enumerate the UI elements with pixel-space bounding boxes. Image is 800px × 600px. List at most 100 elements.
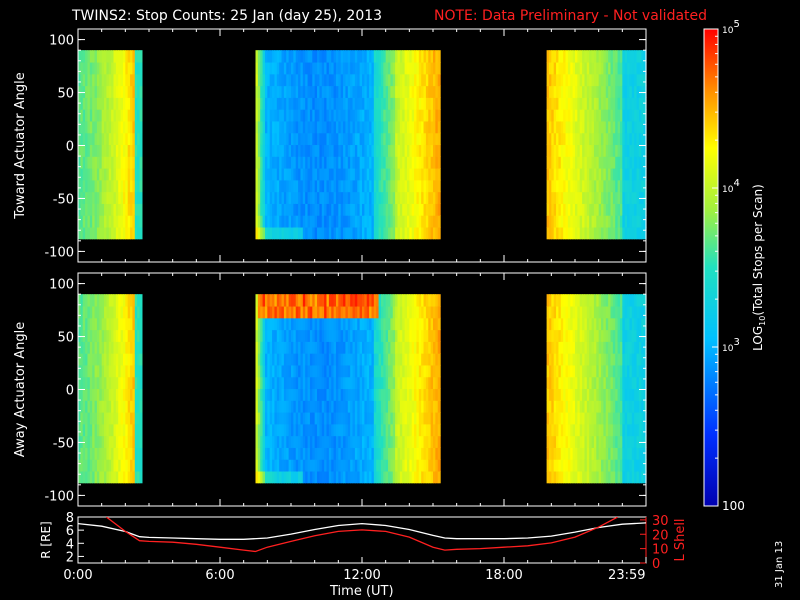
heatmap-cell (134, 85, 138, 98)
heatmap-cell (262, 341, 266, 354)
heatmap-cell (565, 305, 569, 319)
heatmap-cell (378, 329, 382, 342)
heatmap-cell (565, 73, 569, 87)
heatmap-cell (286, 329, 290, 342)
heatmap-cell (575, 132, 578, 146)
heatmap-cell (343, 435, 347, 448)
heatmap-cell (383, 168, 387, 181)
heatmap-cell (395, 73, 399, 87)
heatmap-cell (115, 120, 119, 134)
heatmap-cell (288, 364, 292, 378)
heatmap-cell (343, 423, 347, 437)
heatmap-cell (80, 132, 84, 146)
heatmap-cell (579, 305, 583, 319)
heatmap-cell (92, 120, 96, 134)
heatmap-cell (553, 120, 557, 134)
heatmap-cell (295, 168, 299, 181)
heatmap-cell (260, 435, 264, 448)
heatmap-cell (82, 353, 86, 366)
heatmap-cell (139, 447, 143, 460)
heatmap-cell (390, 388, 394, 401)
heatmap-cell (383, 156, 387, 169)
heatmap-cell (283, 305, 287, 319)
heatmap-cell (373, 329, 377, 342)
heatmap-cell (125, 156, 129, 169)
heatmap-cell (629, 168, 633, 181)
heatmap-cell (104, 400, 107, 413)
heatmap-cell (305, 400, 309, 413)
heatmap-cell (333, 447, 337, 460)
heatmap-cell (328, 305, 332, 319)
heatmap-cell (331, 435, 335, 448)
heatmap-cell (286, 305, 290, 319)
heatmap-cell (264, 144, 268, 157)
heatmap-cell (385, 412, 389, 425)
heatmap-cell (567, 97, 571, 110)
heatmap-cell (122, 294, 126, 307)
heatmap-cell (288, 85, 292, 98)
heatmap-cell (120, 226, 124, 240)
heatmap-cell (113, 388, 117, 401)
heatmap-cell (402, 50, 406, 63)
heatmap-cell (335, 364, 339, 378)
heatmap-cell (300, 203, 304, 216)
heatmap-cell (617, 97, 621, 110)
heatmap-cell (435, 423, 439, 437)
heatmap-cell (274, 144, 278, 157)
heatmap-cell (399, 215, 403, 228)
heatmap-cell (350, 435, 354, 448)
heatmap-cell (610, 400, 614, 413)
heatmap-cell (619, 376, 623, 390)
heatmap-cell (279, 97, 283, 110)
heatmap-cell (591, 97, 595, 110)
heatmap-cell (622, 364, 626, 378)
heatmap-cell (267, 447, 271, 460)
heatmap-cell (371, 459, 375, 472)
heatmap-cell (636, 179, 640, 193)
heatmap-cell (563, 132, 567, 146)
heatmap-cell (288, 144, 292, 157)
heatmap-cell (556, 353, 560, 366)
heatmap-cell (411, 215, 415, 228)
heatmap-cell (629, 305, 633, 319)
heatmap-cell (546, 226, 550, 240)
heatmap-cell (127, 50, 131, 63)
heatmap-cell (300, 400, 304, 413)
heatmap-cell (589, 73, 593, 87)
heatmap-cell (305, 305, 309, 319)
heatmap-cell (331, 364, 335, 378)
heatmap-cell (591, 423, 595, 437)
heatmap-cell (345, 317, 349, 331)
heatmap-cell (397, 423, 401, 437)
heatmap-cell (120, 388, 124, 401)
heatmap-cell (402, 459, 406, 472)
heatmap-cell (80, 412, 84, 425)
heatmap-cell (307, 120, 311, 134)
heatmap-cell (338, 50, 342, 63)
heatmap-cell (288, 191, 292, 204)
heatmap-cell (96, 132, 100, 146)
heatmap-cell (113, 400, 117, 413)
heatmap-cell (106, 85, 110, 98)
heatmap-cell (404, 85, 408, 98)
heatmap-cell (399, 412, 403, 425)
heatmap-cell (82, 412, 86, 425)
heatmap-cell (99, 376, 103, 390)
heatmap-cell (437, 120, 441, 134)
heatmap-cell (567, 203, 571, 216)
heatmap-cell (357, 191, 361, 204)
heatmap-cell (347, 353, 351, 366)
heatmap-cell (641, 353, 645, 366)
heatmap-cell (295, 179, 299, 193)
heatmap-cell (324, 120, 328, 134)
heatmap-cell (255, 341, 259, 354)
heatmap-cell (350, 85, 354, 98)
heatmap-cell (570, 109, 574, 122)
heatmap-cell (575, 226, 578, 240)
heatmap-cell (279, 364, 283, 378)
heatmap-cell (567, 341, 571, 354)
heatmap-cell (376, 435, 380, 448)
heatmap-cell (589, 215, 593, 228)
heatmap-cell (331, 132, 335, 146)
heatmap-cell (406, 144, 410, 157)
